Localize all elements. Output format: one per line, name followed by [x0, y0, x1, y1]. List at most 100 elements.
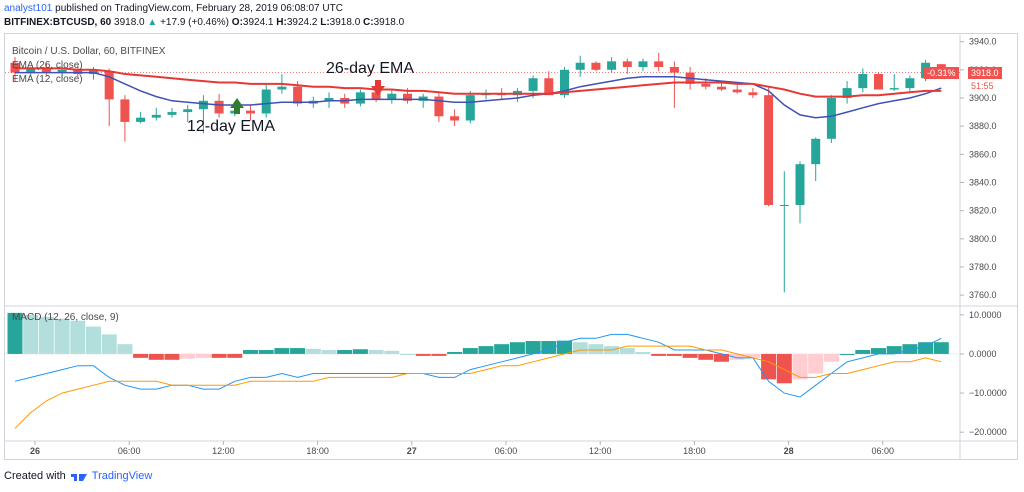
macd-hist-bar	[918, 342, 934, 354]
candle-body	[261, 89, 271, 114]
macd-hist-bar	[290, 348, 306, 354]
macd-hist-bar	[572, 342, 588, 354]
candle-body	[120, 99, 130, 122]
candle-body	[387, 93, 397, 100]
candle-body	[151, 114, 161, 118]
candle-body	[560, 69, 569, 96]
macd-hist-bar	[478, 346, 494, 354]
legend-macd: MACD (12, 26, close, 9)	[12, 312, 119, 323]
macd-hist-bar	[808, 353, 824, 374]
macd-hist-bar	[447, 351, 463, 354]
macd-hist-bar	[227, 353, 243, 358]
macd-hist-bar	[651, 353, 667, 356]
ema-lines-layer	[15, 67, 942, 119]
macd-hist-bar	[619, 348, 635, 354]
time-tick-label: 27	[407, 446, 417, 456]
time-tick-label: 18:00	[306, 446, 329, 456]
macd-hist-bar	[823, 353, 839, 362]
macd-hist-bar	[211, 353, 227, 358]
axes-layer: 3940.03920.03900.03880.03860.03840.03820…	[30, 37, 1007, 456]
candle-body	[764, 95, 774, 206]
symbol-label: BITFINEX:BTCUSD, 60	[4, 17, 112, 28]
macd-hist-bar	[101, 334, 117, 354]
main-legend: Bitcoin / U.S. Dollar, 60, BITFINEX EMA …	[12, 45, 165, 87]
ema26-line	[15, 67, 942, 98]
price-tick-label: 3900.0	[969, 93, 997, 103]
macd-hist-bar	[7, 312, 23, 354]
candle-body	[575, 62, 585, 70]
candle-body	[57, 69, 67, 73]
candle-body	[858, 74, 868, 89]
macd-hist-bar	[714, 353, 729, 362]
close-label: C:	[363, 17, 374, 28]
macd-hist-bar	[509, 342, 525, 354]
ema12-line	[15, 71, 942, 119]
macd-hist-bar	[305, 348, 321, 354]
candle-body	[654, 61, 664, 67]
candle-body	[826, 97, 836, 139]
macd-hist-bar	[525, 341, 541, 354]
footer: Created with TradingView	[4, 470, 152, 482]
candles-layer	[10, 52, 946, 293]
candle-body	[607, 61, 617, 70]
macd-lines-layer	[14, 333, 942, 429]
macd-hist-bar	[258, 350, 274, 354]
chart-header: analyst101 published on TradingView.com,…	[4, 2, 404, 30]
time-tick-label: 18:00	[683, 446, 706, 456]
time-tick-label: 12:00	[589, 446, 612, 456]
candle-body	[638, 61, 648, 67]
candle-body	[355, 92, 365, 104]
candle-body	[779, 205, 789, 207]
macd-hist-bar	[588, 344, 604, 354]
candle-body	[889, 88, 899, 90]
current-price-tag: 3918.0	[968, 67, 1002, 79]
price-tick-label: 3880.0	[969, 121, 997, 131]
macd-hist-bar	[321, 350, 337, 354]
high-label: H:	[276, 17, 287, 28]
candle-body	[748, 92, 758, 96]
footer-brand[interactable]: TradingView	[91, 470, 153, 482]
time-tick-label: 06:00	[495, 446, 518, 456]
candle-body	[732, 89, 742, 93]
macd-hist-bar	[855, 350, 871, 354]
macd-hist-bar	[415, 353, 431, 356]
price-tick-label: 3840.0	[969, 177, 997, 187]
author-link[interactable]: analyst101	[4, 3, 53, 14]
candle-body	[701, 83, 711, 87]
up-arrow-icon	[230, 98, 244, 114]
time-tick-label: 28	[784, 446, 794, 456]
candle-body	[811, 138, 821, 165]
macd-hist-bar	[698, 353, 714, 360]
candle-body	[842, 88, 852, 98]
annotation-arrows	[230, 80, 385, 114]
time-tick-label: 06:00	[872, 446, 895, 456]
macd-tick-label: 10.0000	[969, 310, 1002, 320]
chart-frame[interactable]	[4, 33, 1018, 460]
ema26-annotation: 26-day EMA	[326, 60, 415, 77]
candle-body	[795, 164, 805, 206]
chart-canvas[interactable]: 3940.03920.03900.03880.03860.03840.03820…	[0, 0, 1024, 470]
low-value: 3918.0	[329, 17, 361, 28]
macd-hist-bar	[682, 353, 698, 358]
macd-hist-bar	[274, 348, 290, 354]
candle-body	[591, 62, 601, 70]
macd-tick-label: 0.0000	[969, 349, 997, 359]
tradingview-logo-icon	[70, 474, 87, 481]
candle-body	[371, 92, 381, 100]
macd-line	[14, 333, 942, 398]
macd-hist-bar	[368, 350, 384, 354]
legend-title: Bitcoin / U.S. Dollar, 60, BITFINEX	[12, 46, 166, 57]
candle-body	[214, 100, 224, 114]
ohlc-line: BITFINEX:BTCUSD, 60 3918.0 ▲ +17.9 (+0.4…	[4, 16, 404, 30]
macd-hist-bar	[745, 353, 761, 358]
macd-hist-bar	[117, 344, 133, 354]
candle-body	[324, 97, 334, 101]
macd-hist-bar	[180, 353, 196, 359]
legend-ema26: EMA (26, close)	[12, 60, 83, 71]
open-value: 3924.1	[242, 17, 274, 28]
macd-histogram-layer	[7, 312, 949, 384]
candle-body	[450, 116, 460, 121]
signal-line	[14, 345, 942, 429]
candle-body	[717, 86, 726, 90]
macd-hist-bar	[792, 353, 808, 380]
